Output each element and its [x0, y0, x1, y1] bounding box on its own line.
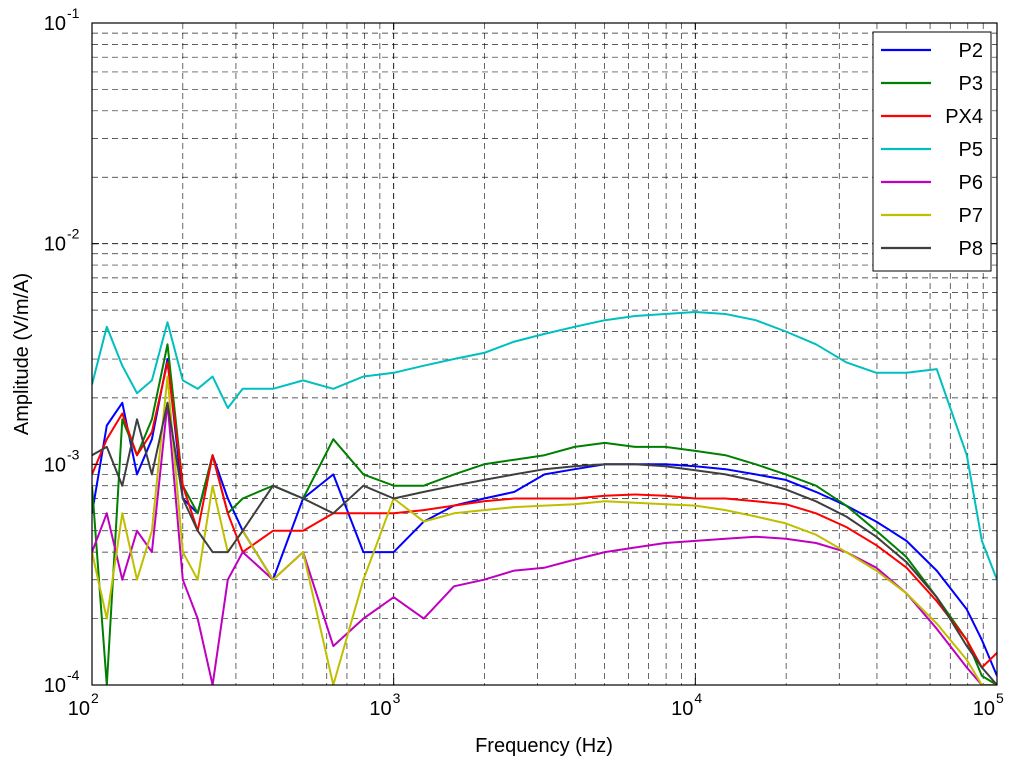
- tick-labels: 10 2 10 3 10 4 10 510 -410 -310 -210 -1: [44, 5, 1004, 720]
- series-lines: [92, 311, 997, 685]
- series-line-p8: [92, 401, 997, 685]
- grid: [92, 23, 997, 685]
- legend-label-px4: PX4: [945, 106, 983, 128]
- legend-label-p5: P5: [959, 139, 983, 161]
- x-tick-label: 10: [369, 698, 391, 720]
- y-tick-exponent: -3: [67, 446, 80, 462]
- series-line-p7: [92, 375, 997, 685]
- y-tick-label: 10: [44, 234, 66, 256]
- legend-label-p3: P3: [959, 73, 983, 95]
- y-tick-label: 10: [44, 13, 66, 35]
- legend-label-p2: P2: [959, 40, 983, 62]
- y-tick-label: 10: [44, 454, 66, 476]
- y-tick-exponent: -2: [67, 226, 80, 242]
- x-axis-label: Frequency (Hz): [475, 735, 613, 757]
- legend: P2 P3 PX4 P5 P6 P7 P8: [872, 31, 992, 272]
- x-tick-exponent: 5: [996, 690, 1004, 706]
- x-tick-exponent: 4: [694, 690, 702, 706]
- legend-label-p7: P7: [959, 205, 983, 227]
- x-tick-label: 10: [671, 698, 693, 720]
- x-tick-exponent: 2: [91, 690, 99, 706]
- legend-box: [872, 31, 992, 272]
- legend-label-p8: P8: [959, 238, 983, 260]
- y-tick-label: 10: [44, 675, 66, 697]
- y-tick-exponent: -1: [67, 5, 80, 21]
- plot-frame: [91, 22, 998, 686]
- y-axis-label: Amplitude (V/m/A): [11, 273, 33, 435]
- series-line-p5: [92, 311, 997, 581]
- series-line-px4: [92, 361, 997, 669]
- x-tick-label: 10: [973, 698, 995, 720]
- x-tick-exponent: 3: [393, 690, 401, 706]
- x-tick-label: 10: [68, 698, 90, 720]
- y-tick-exponent: -4: [67, 667, 80, 683]
- legend-label-p6: P6: [959, 172, 983, 194]
